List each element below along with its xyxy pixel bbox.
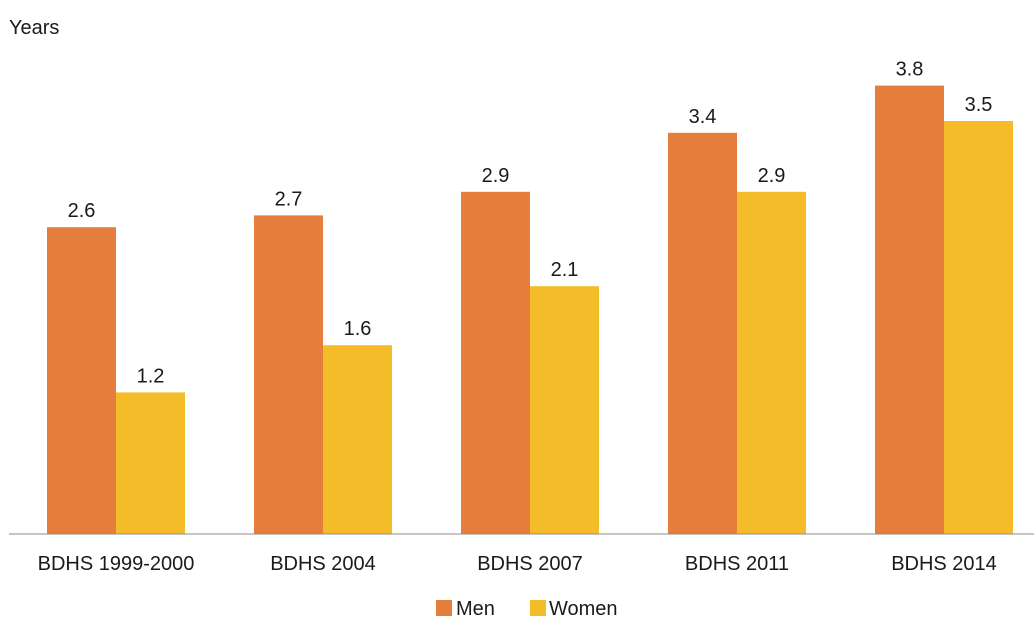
data-label-women-bdhs-1999-2000: 1.2 [137,365,165,387]
legend-label-women: Women [549,598,618,619]
bar-men-bdhs-2007 [461,191,530,535]
x-axis-ticks: BDHS 1999-2000 BDHS 2004 BDHS 2007 BDHS 201… [38,553,997,575]
legend-swatch-women [530,600,546,616]
bar-men-bdhs-2004 [254,215,323,534]
bars-group [47,85,1013,535]
legend: Men Women [436,598,618,619]
bar-women-bdhs-1999-2000 [116,392,185,534]
data-label-men-bdhs-2004: 2.7 [275,188,303,210]
bar-women-bdhs-2011 [737,191,806,535]
y-axis-label: Years [9,17,59,39]
bar-men-bdhs-1999-2000 [47,227,116,534]
bar-women-bdhs-2004 [323,345,392,534]
bar-men-bdhs-2011 [668,132,737,535]
data-label-men-bdhs-2014: 3.8 [896,59,924,81]
data-label-men-bdhs-2011: 3.4 [689,106,717,128]
value-labels-group: 2.6 1.2 2.7 1.6 2.9 2.1 3.4 2.9 3.8 3.5 [68,59,993,388]
data-label-men-bdhs-1999-2000: 2.6 [68,200,96,222]
x-tick-label-bdhs-2011: BDHS 2011 [685,553,789,575]
legend-swatch-men [436,600,452,616]
legend-label-men: Men [456,598,495,619]
x-tick-label-bdhs-1999-2000: BDHS 1999-2000 [38,553,195,575]
bar-men-bdhs-2014 [875,85,944,534]
data-label-women-bdhs-2011: 2.9 [758,165,786,187]
data-label-women-bdhs-2014: 3.5 [965,94,993,116]
data-label-women-bdhs-2007: 2.1 [551,259,579,281]
x-tick-label-bdhs-2014: BDHS 2014 [891,553,997,575]
bar-women-bdhs-2014 [944,121,1013,534]
data-label-women-bdhs-2004: 1.6 [344,318,372,340]
x-tick-label-bdhs-2004: BDHS 2004 [270,553,376,575]
x-tick-label-bdhs-2007: BDHS 2007 [477,553,583,575]
data-label-men-bdhs-2007: 2.9 [482,165,510,187]
bar-women-bdhs-2007 [530,286,599,534]
